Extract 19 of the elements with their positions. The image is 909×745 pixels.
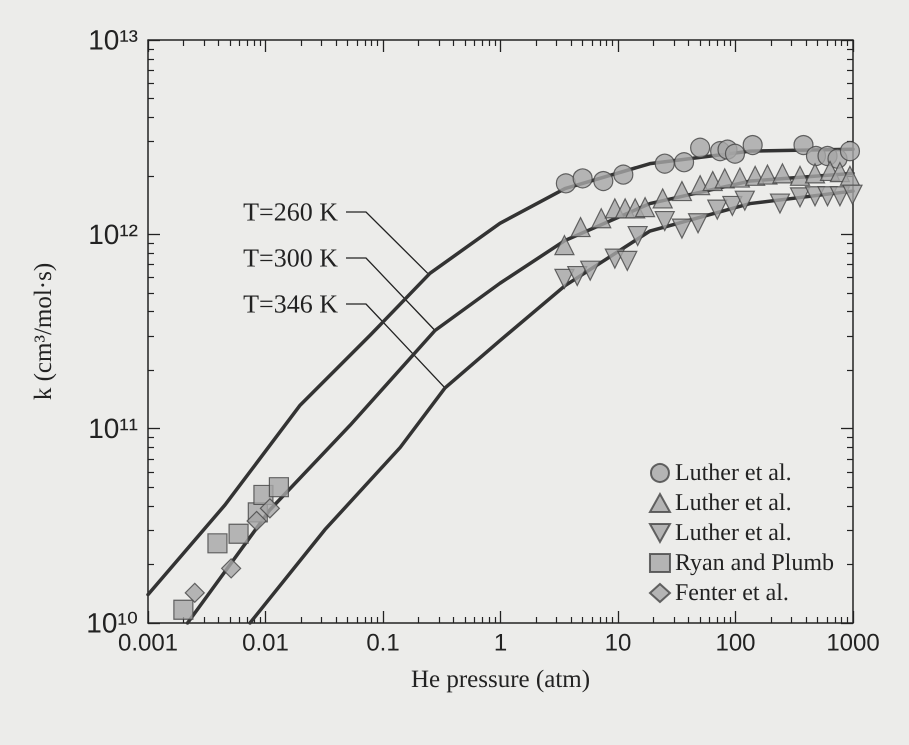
legend-label: Ryan and Plumb <box>674 550 834 576</box>
x-tick-label: 10 <box>604 630 632 656</box>
y-tick-label: 10¹¹ <box>88 413 138 444</box>
annotation: T=300 K <box>243 244 338 272</box>
x-tick-label: 0.01 <box>242 630 289 656</box>
y-tick-label: 10¹² <box>88 218 138 250</box>
legend-label: Fenter et al. <box>674 580 789 606</box>
annotation: T=260 K <box>243 198 338 226</box>
x-tick-label: 0.1 <box>366 630 400 656</box>
legend-label: Luther et al. <box>674 460 792 486</box>
x-tick-label: 1 <box>494 630 508 656</box>
x-tick-label: 100 <box>715 630 756 656</box>
y-tick-label: 10¹³ <box>88 24 138 56</box>
legend-label: Luther et al. <box>674 520 792 546</box>
y-axis-title: k (cm³/mol·s) <box>30 262 57 400</box>
annotation: T=346 K <box>243 290 338 318</box>
x-tick-label: 1000 <box>826 630 880 656</box>
x-axis-title: He pressure (atm) <box>410 666 590 693</box>
legend-label: Luther et al. <box>674 490 792 516</box>
